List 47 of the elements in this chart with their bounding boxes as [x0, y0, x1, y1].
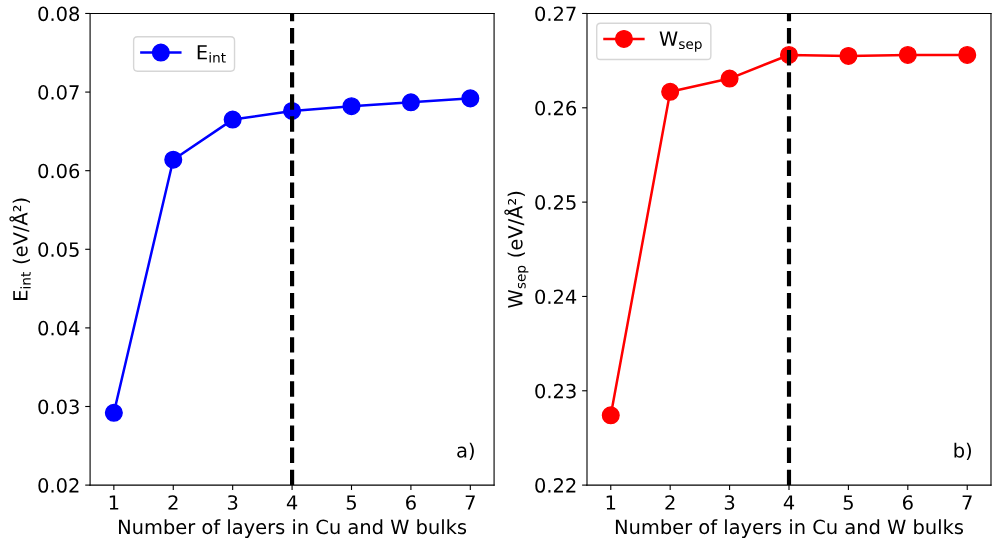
point — [661, 82, 680, 101]
y-tick-label: 0.06 — [38, 163, 80, 179]
point — [720, 69, 739, 88]
point — [461, 89, 480, 108]
y-tick-label: 0.27 — [535, 6, 576, 22]
x-tick-label: 2 — [665, 495, 675, 510]
point — [223, 110, 242, 129]
y-tick-label: 0.25 — [535, 195, 576, 210]
legend-label: E$_{int}$ — [197, 45, 226, 63]
y-axis-title: E$_{int}$ (eV/Å²) — [9, 198, 31, 300]
x-tick-label: 3 — [227, 495, 238, 510]
point — [601, 406, 620, 425]
point — [104, 403, 123, 422]
x-tick-label: 6 — [902, 495, 913, 510]
annotation: b) — [954, 442, 971, 461]
y-tick-label: 0.02 — [38, 478, 79, 493]
point — [958, 45, 977, 65]
x-tick-label: 1 — [606, 495, 616, 510]
y-tick-label: 0.08 — [38, 6, 80, 22]
y-tick-label: 0.26 — [535, 100, 577, 116]
y-tick-label: 0.03 — [38, 399, 79, 415]
point — [898, 45, 917, 65]
x-tick-label: 7 — [962, 495, 972, 510]
point — [164, 150, 183, 169]
x-tick-label: 3 — [724, 495, 735, 510]
y-tick-label: 0.05 — [38, 242, 79, 257]
x-axis-title: Number of layers in Cu and W bulks — [615, 519, 964, 539]
y-tick-label: 0.22 — [535, 478, 576, 493]
x-tick-label: 5 — [346, 495, 356, 510]
x-tick-label: 5 — [843, 495, 853, 510]
y-axis-title: W$_{sep}$ (eV/Å²) — [504, 191, 529, 308]
point — [401, 93, 420, 112]
annotation: a) — [457, 442, 474, 461]
point — [839, 46, 858, 65]
point — [342, 97, 361, 116]
y-tick-label: 0.23 — [535, 383, 576, 399]
y-tick-label: 0.24 — [535, 289, 577, 305]
y-tick-label: 0.04 — [38, 320, 80, 336]
x-tick-label: 4 — [286, 495, 298, 510]
x-axis-title: Number of layers in Cu and W bulks — [119, 519, 467, 539]
legend-label: W$_{sep}$ — [659, 31, 702, 52]
y-tick-label: 0.07 — [38, 85, 79, 100]
x-tick-label: 2 — [168, 495, 178, 510]
x-tick-label: 1 — [109, 495, 119, 510]
x-tick-label: 7 — [465, 495, 475, 510]
x-tick-label: 6 — [406, 495, 416, 510]
x-tick-label: 4 — [783, 495, 795, 510]
